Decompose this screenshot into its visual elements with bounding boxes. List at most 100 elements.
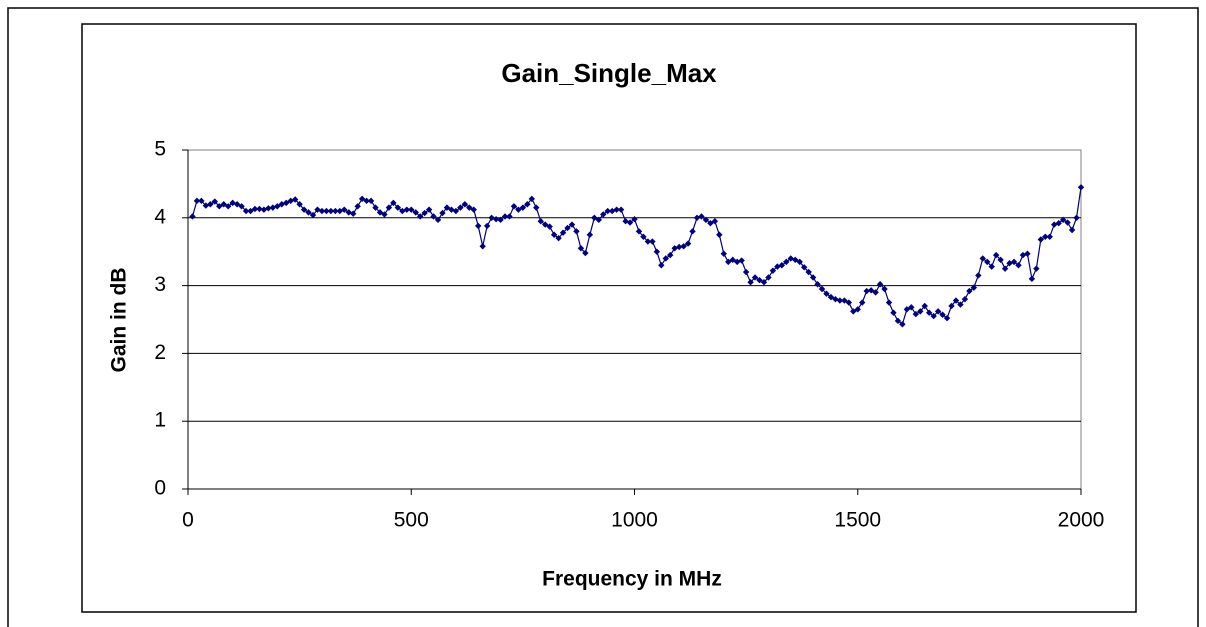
marker xyxy=(305,209,312,216)
marker xyxy=(425,206,433,213)
marker xyxy=(1006,260,1013,267)
marker xyxy=(470,206,477,213)
marker xyxy=(367,197,375,205)
marker xyxy=(662,255,669,262)
marker xyxy=(1073,214,1080,221)
marker xyxy=(318,207,326,215)
marker xyxy=(394,204,402,211)
marker xyxy=(528,195,536,203)
marker xyxy=(376,209,384,216)
page-border xyxy=(7,7,1199,627)
marker xyxy=(1019,251,1027,259)
marker xyxy=(622,217,629,225)
marker xyxy=(765,274,772,281)
marker xyxy=(439,209,446,217)
marker xyxy=(863,287,870,295)
marker xyxy=(698,213,705,220)
marker xyxy=(350,210,357,217)
marker xyxy=(296,201,303,208)
marker xyxy=(309,211,317,219)
marker xyxy=(796,258,803,266)
marker xyxy=(1010,258,1018,266)
marker xyxy=(492,215,500,223)
marker xyxy=(979,255,986,262)
marker xyxy=(412,209,419,216)
marker xyxy=(479,243,486,250)
marker xyxy=(809,274,817,281)
marker xyxy=(1068,226,1076,234)
marker xyxy=(591,214,598,221)
marker xyxy=(970,284,978,291)
marker xyxy=(751,274,759,281)
marker xyxy=(1001,265,1009,272)
marker xyxy=(416,213,424,220)
marker xyxy=(930,312,937,320)
marker xyxy=(814,281,821,288)
marker xyxy=(1059,216,1067,224)
y-tick-label: 3 xyxy=(154,273,166,296)
marker xyxy=(702,216,710,224)
marker xyxy=(854,306,861,313)
marker xyxy=(649,238,656,245)
marker xyxy=(193,197,201,205)
marker xyxy=(457,204,464,211)
marker xyxy=(608,207,616,215)
marker xyxy=(229,199,236,207)
marker xyxy=(568,221,576,228)
marker xyxy=(1024,250,1031,257)
marker xyxy=(890,309,897,316)
marker xyxy=(238,203,245,210)
marker xyxy=(1037,236,1045,243)
marker xyxy=(613,206,620,213)
marker xyxy=(265,205,272,212)
marker xyxy=(300,206,308,213)
marker xyxy=(1046,233,1053,240)
marker xyxy=(617,206,625,213)
marker xyxy=(501,213,509,220)
marker xyxy=(859,299,866,306)
y-axis-title: Gain in dB xyxy=(108,268,131,373)
marker xyxy=(626,219,634,226)
marker xyxy=(555,234,562,242)
marker xyxy=(515,206,522,213)
marker xyxy=(1042,233,1049,240)
marker xyxy=(233,201,241,208)
marker xyxy=(689,228,696,235)
marker xyxy=(1033,265,1040,272)
marker xyxy=(925,309,933,316)
marker xyxy=(260,206,268,213)
marker xyxy=(997,256,1004,264)
x-axis-title: Frequency in MHz xyxy=(542,568,722,591)
marker xyxy=(198,197,205,205)
marker xyxy=(533,204,540,211)
marker xyxy=(756,276,763,284)
marker xyxy=(957,301,964,308)
marker xyxy=(805,268,812,276)
marker xyxy=(1051,221,1058,228)
marker xyxy=(948,302,955,310)
marker xyxy=(635,228,643,235)
x-tick-label: 1500 xyxy=(834,509,881,532)
y-tick-label: 4 xyxy=(154,205,166,228)
marker xyxy=(885,299,893,306)
y-tick-label: 2 xyxy=(154,341,166,364)
marker xyxy=(573,228,580,235)
marker xyxy=(256,205,263,213)
marker xyxy=(800,264,808,271)
marker xyxy=(430,213,437,220)
marker xyxy=(381,211,388,218)
marker xyxy=(738,257,745,264)
marker xyxy=(224,203,232,210)
marker xyxy=(742,268,750,276)
marker xyxy=(952,297,960,304)
marker xyxy=(836,297,844,304)
marker xyxy=(323,207,330,215)
marker xyxy=(675,243,683,251)
marker xyxy=(354,203,361,210)
marker xyxy=(707,220,714,227)
marker xyxy=(332,207,339,215)
marker xyxy=(934,308,942,315)
marker xyxy=(216,203,223,210)
x-tick-label: 2000 xyxy=(1058,509,1105,532)
